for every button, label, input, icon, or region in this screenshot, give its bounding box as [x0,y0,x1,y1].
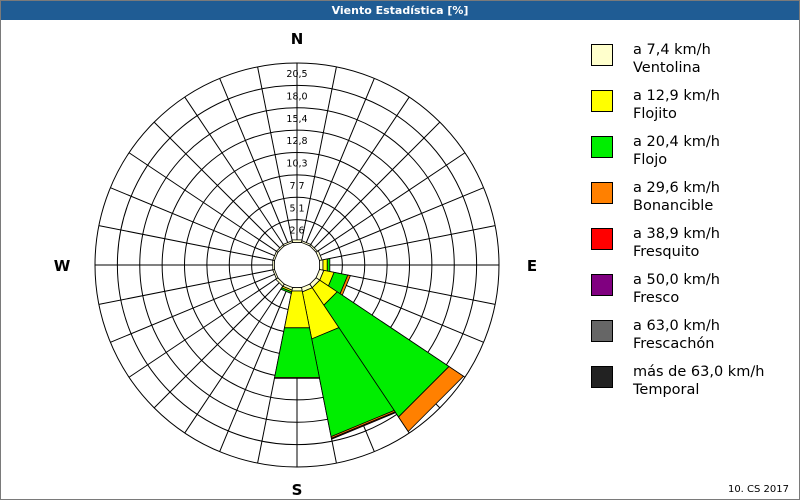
legend-class-name: Fresco [633,290,680,306]
legend-swatch [591,228,613,250]
legend-item: a 12,9 km/h Flojito [589,87,794,133]
legend-item: más de 63,0 km/h Temporal [589,363,794,409]
legend-swatch [591,44,613,66]
petal-segment [291,239,303,243]
petal-segment [315,250,323,261]
legend-speed: a 29,6 km/h [633,180,720,196]
petal-segment [272,269,279,280]
grid-spoke [153,280,282,409]
footer-note: 10. CS 2017 [727,484,789,495]
petal-segment [301,240,312,247]
compass-east: E [527,257,537,275]
legend-speed: a 20,4 km/h [633,134,720,150]
petal-segment [331,411,397,440]
petal-segment [322,258,328,272]
grid-spoke [184,96,285,247]
petal-segment [273,377,321,379]
ring-label: 20,5 [286,69,307,80]
legend-swatch [591,90,613,112]
legend-speed: a 38,9 km/h [633,226,720,242]
petal-segment [272,250,279,261]
ring-labels: 2,6 5,1 7,7 10,3 12,8 15,4 18,0 20,5 [286,69,307,237]
legend-swatch [591,366,613,388]
ring-label: 2,6 [289,226,304,237]
legend-class-name: Ventolina [633,60,701,76]
grid-spoke [128,152,279,253]
petal-segment [291,287,303,292]
legend-speed: a 63,0 km/h [633,318,720,334]
legend-item: a 20,4 km/h Flojo [589,133,794,179]
grid-spoke [300,66,337,243]
legend-label: a 63,0 km/h Frescachón [633,317,720,353]
petal-segment [319,259,324,271]
grid-spoke [318,187,484,257]
legend-label: a 20,4 km/h Flojo [633,133,720,169]
legend-item: a 29,6 km/h Bonancible [589,179,794,225]
grid-spoke [184,283,285,434]
grid-spoke [110,187,276,257]
polar-grid [94,62,500,468]
ring-label: 5,1 [289,203,304,214]
petal-segment [280,287,293,295]
grid-spoke [219,286,289,452]
grid-spoke [98,225,275,262]
petal-segment [326,257,331,273]
legend-class-name: Frescachón [633,336,715,352]
legend-class-name: Fresquito [633,244,700,260]
petal-segment [272,259,275,271]
grid-spoke [153,121,282,250]
legend-class-name: Flojito [633,106,677,122]
legend-speed: más de 63,0 km/h [633,364,765,380]
grid-spoke [312,121,441,250]
legend-label: a 38,9 km/h Fresquito [633,225,720,261]
ring-label: 7,7 [289,181,304,192]
ring-label: 12,8 [286,136,307,147]
legend-class-name: Flojo [633,152,668,168]
legend-item: a 38,9 km/h Fresquito [589,225,794,271]
ring-label: 18,0 [286,91,307,102]
grid-spoke [219,78,289,244]
legend-class-name: Bonancible [633,198,714,214]
legend-item: a 50,0 km/h Fresco [589,271,794,317]
legend-item: a 63,0 km/h Frescachón [589,317,794,363]
legend-swatch [591,320,613,342]
legend-item: a 7,4 km/h Ventolina [589,41,794,87]
legend: a 7,4 km/h Ventolina a 12,9 km/h Flojito a 2… [589,41,794,409]
grid-spoke [128,277,279,378]
grid-spoke [257,66,294,243]
compass-north: N [291,30,304,48]
legend-label: a 12,9 km/h Flojito [633,87,720,123]
grid-spoke [110,273,276,343]
petal-segment [398,366,465,433]
legend-speed: a 50,0 km/h [633,272,720,288]
grid-spoke [319,225,496,262]
legend-swatch [591,136,613,158]
petal-segment [282,240,293,247]
ring-label: 15,4 [286,114,307,125]
grid-spoke [309,96,410,247]
ring-label: 10,3 [286,159,307,170]
legend-label: a 50,0 km/h Fresco [633,271,720,307]
grid-spoke [98,268,275,305]
legend-label: más de 63,0 km/h Temporal [633,363,764,399]
wind-petals [272,239,465,440]
grid-spoke [305,78,375,244]
legend-speed: a 12,9 km/h [633,88,720,104]
legend-speed: a 7,4 km/h [633,42,711,58]
legend-class-name: Temporal [633,382,700,398]
legend-swatch [591,274,613,296]
grid-spoke [315,152,466,253]
legend-label: a 29,6 km/h Bonancible [633,179,720,215]
legend-label: a 7,4 km/h Ventolina [633,41,711,77]
window-title: Viento Estadística [%] [1,1,799,20]
petal-segment [275,277,285,287]
legend-swatch [591,182,613,204]
compass-west: W [54,257,71,275]
compass-south: S [292,481,303,499]
